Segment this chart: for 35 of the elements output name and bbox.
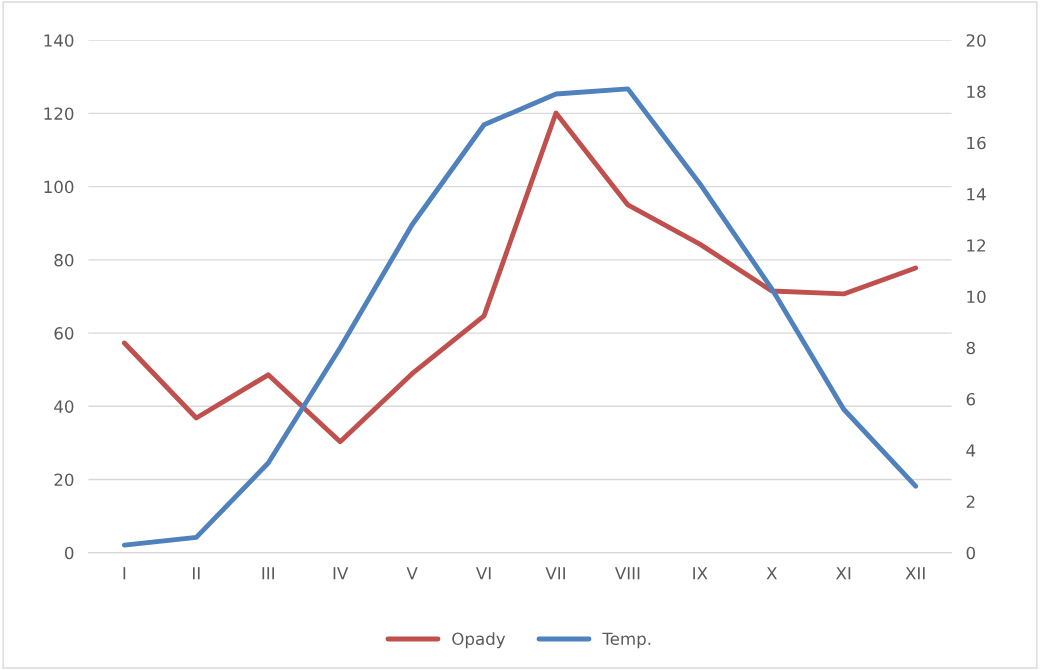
legend-label: Opady — [452, 632, 506, 649]
y2-tick-label: 0 — [966, 546, 975, 560]
y2-tick-label: 18 — [967, 85, 986, 99]
y2-tick-label: 16 — [967, 136, 986, 150]
y2-tick-label: 6 — [966, 392, 976, 406]
y-tick-label: 20 — [54, 473, 74, 487]
x-tick-label: IV — [333, 567, 349, 580]
y2-tick-label: 20 — [966, 34, 986, 47]
y-tick-label: 100 — [44, 180, 74, 194]
x-tick-label: V — [406, 567, 418, 580]
y-tick-label: 40 — [54, 400, 74, 413]
line-series — [121, 110, 919, 445]
y-tick-label: 140 — [44, 34, 74, 47]
y-tick-label: 60 — [54, 327, 74, 340]
y2-tick-label: 14 — [967, 188, 986, 201]
x-tick-label: XII — [905, 567, 925, 580]
y2-tick-label: 12 — [967, 239, 986, 252]
line-series — [121, 86, 919, 548]
y2-tick-label: 2 — [966, 495, 975, 508]
x-tick-label: VI — [476, 567, 491, 580]
y-tick-label: 120 — [44, 107, 74, 120]
x-tick-label: XI — [836, 567, 851, 580]
x-tick-label: X — [766, 567, 777, 580]
x-tick-label: VIII — [614, 567, 640, 580]
y-tick-label: 80 — [54, 253, 74, 267]
x-tick-label: I — [123, 567, 126, 580]
y2-tick-label: 4 — [966, 444, 976, 457]
x-tick-label: VII — [545, 567, 565, 580]
y-tick-label: 0 — [65, 546, 74, 560]
x-tick-label: IX — [693, 567, 708, 580]
x-tick-label: III — [262, 567, 274, 580]
legend-label: Temp. — [602, 632, 651, 649]
y2-tick-label: 10 — [967, 290, 986, 304]
x-tick-label: II — [193, 567, 200, 580]
y2-tick-label: 8 — [966, 341, 975, 355]
